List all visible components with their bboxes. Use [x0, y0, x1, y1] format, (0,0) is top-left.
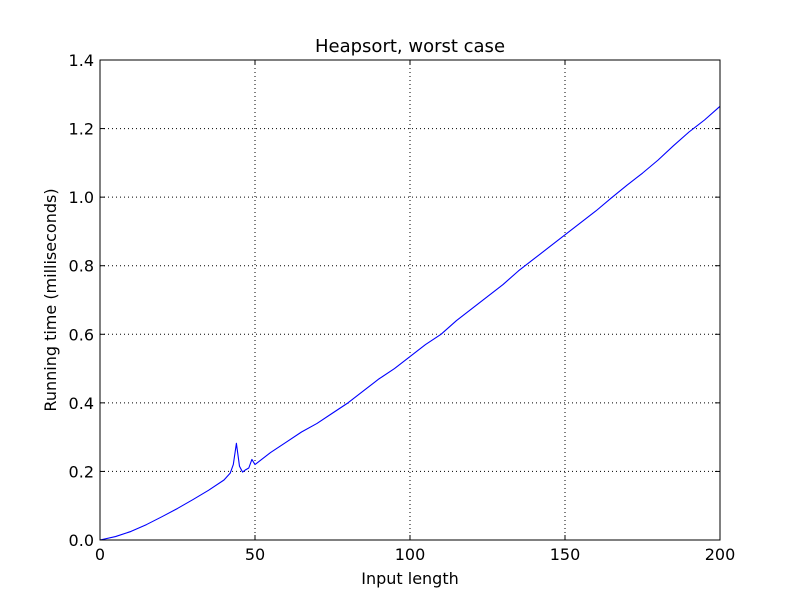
series-layer — [99, 105, 721, 541]
x-tick-label: 100 — [395, 545, 426, 564]
y-axis-label: Running time (milliseconds) — [41, 188, 60, 411]
y-tick-label: 0.2 — [69, 462, 94, 481]
x-tick-label: 150 — [550, 545, 581, 564]
y-tick-label: 1.2 — [69, 120, 94, 139]
y-tick-label: 1.4 — [69, 51, 94, 70]
tick-marks — [99, 59, 721, 541]
y-tick-label: 0.8 — [69, 257, 94, 276]
y-tick-label: 0.4 — [69, 394, 94, 413]
x-tick-labels: 0 50 100 150 200 — [95, 545, 735, 564]
y-tick-label: 0.6 — [69, 325, 94, 344]
y-tick-label: 0.0 — [69, 531, 94, 550]
x-tick-label: 50 — [245, 545, 265, 564]
series-line — [99, 105, 721, 541]
grid-lines — [100, 60, 720, 540]
y-tick-labels: 0.0 0.2 0.4 0.6 0.8 1.0 1.2 1.4 — [69, 51, 94, 550]
chart-title: Heapsort, worst case — [315, 36, 505, 57]
x-axis-label: Input length — [361, 569, 459, 588]
x-tick-label: 0 — [95, 545, 105, 564]
x-tick-label: 200 — [705, 545, 736, 564]
y-tick-label: 1.0 — [69, 188, 94, 207]
